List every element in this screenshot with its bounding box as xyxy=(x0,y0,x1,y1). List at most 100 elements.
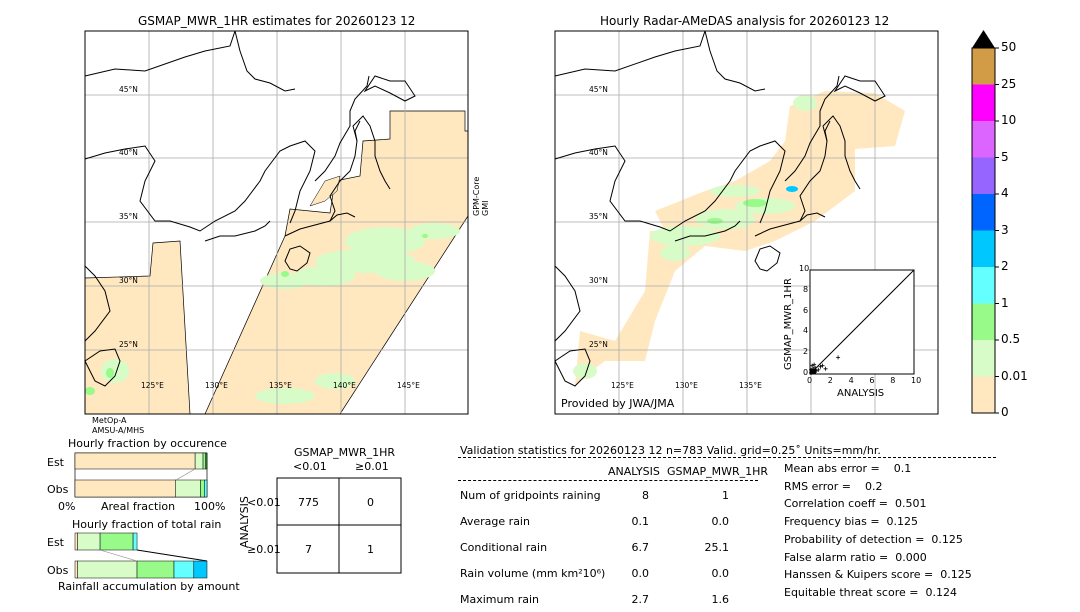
score: Correlation coeff = 0.501 xyxy=(784,497,927,511)
colorbar-label: 0.5 xyxy=(1001,332,1021,346)
coastline xyxy=(554,30,706,77)
rain-area xyxy=(786,186,798,192)
score: RMS error = 0.2 xyxy=(784,479,883,493)
coastline xyxy=(363,75,416,102)
bar-segment xyxy=(132,532,138,551)
stat-analysis: 2.7 xyxy=(631,593,650,606)
bar-segment xyxy=(74,479,176,498)
scatter-ytick: 0 xyxy=(803,368,809,377)
colorbar-segment xyxy=(972,376,995,413)
coastline xyxy=(674,220,741,242)
scatter-ytick: 4 xyxy=(803,326,809,336)
score: Equitable threat score = 0.124 xyxy=(784,585,957,599)
scatter-xlabel: ANALYSIS xyxy=(837,388,885,399)
stat-analysis: 0.0 xyxy=(631,567,650,580)
xlabel-accum: Rainfall accumulation by amount xyxy=(58,580,240,593)
colorbar-segment xyxy=(972,121,995,158)
coastline xyxy=(84,30,236,77)
scatter-xtick: 6 xyxy=(869,376,875,385)
stat-label: Maximum rain xyxy=(460,593,539,606)
colorbar-label: 50 xyxy=(1001,40,1017,54)
coastline xyxy=(554,140,786,232)
scatter-xtick: 10 xyxy=(911,376,922,385)
lon-label: 130°E xyxy=(205,381,228,390)
scatter-point xyxy=(836,355,841,360)
rain-area xyxy=(793,95,817,111)
lon-label: 135°E xyxy=(269,381,292,390)
stats-col-analysis: ANALYSIS xyxy=(608,465,660,478)
lon-label: 125°E xyxy=(611,381,634,390)
bar-segment xyxy=(175,479,201,498)
score: Frequency bias = 0.125 xyxy=(784,515,919,529)
stat-gsmap: 25.1 xyxy=(704,541,730,554)
lon-label: 130°E xyxy=(675,381,698,390)
scatter-point xyxy=(818,364,823,369)
stat-gsmap: 1 xyxy=(722,489,729,502)
divider xyxy=(458,480,758,481)
score: Probability of detection = 0.125 xyxy=(784,532,963,546)
lon-label: 140°E xyxy=(333,381,356,390)
connector xyxy=(136,549,208,562)
lat-label: 35°N xyxy=(589,212,608,221)
coastline xyxy=(833,75,886,102)
lat-label: 40°N xyxy=(119,148,138,157)
score: Hanssen & Kuipers score = 0.125 xyxy=(784,568,972,582)
stat-gsmap: 1.6 xyxy=(711,593,730,606)
bar-segment xyxy=(74,560,78,579)
stat-label: Rain volume (mm km²10⁶) xyxy=(460,567,606,580)
scatter-ytick: 8 xyxy=(803,284,809,294)
scatter-xtick: 4 xyxy=(848,376,854,385)
col-header: ≥0.01 xyxy=(355,460,389,473)
stat-label: Num of gridpoints raining xyxy=(460,489,601,502)
coastline xyxy=(284,245,311,272)
lon-label: 125°E xyxy=(141,381,164,390)
coastline xyxy=(784,75,840,182)
left-map-title: GSMAP_MWR_1HR estimates for 20260123 12 xyxy=(138,14,416,28)
connector xyxy=(175,468,196,481)
lat-label: 35°N xyxy=(119,212,138,221)
rain-area xyxy=(106,368,114,378)
rain-area xyxy=(422,234,428,238)
left-map-frame xyxy=(84,30,469,415)
colorbar-extend-arrow xyxy=(972,30,995,48)
scatter-xtick: 8 xyxy=(890,376,896,385)
lat-label: 25°N xyxy=(119,340,138,349)
coastline xyxy=(754,245,781,272)
cell: 0 xyxy=(367,496,374,509)
colorbar-label: 1 xyxy=(1001,295,1009,310)
colorbar-label: 0 xyxy=(1001,405,1009,419)
xlabel-areal: Areal fraction xyxy=(101,500,176,513)
cell: 7 xyxy=(305,543,312,556)
score: Mean abs error = 0.1 xyxy=(784,462,912,475)
colorbar-label: 25 xyxy=(1001,76,1017,91)
cell: 775 xyxy=(298,496,319,509)
lat-label: 25°N xyxy=(589,340,608,349)
rain-area xyxy=(255,388,315,404)
rain-area xyxy=(707,218,723,224)
bar-segment xyxy=(205,452,208,470)
coastline xyxy=(84,265,111,342)
contingency-title: GSMAP_MWR_1HR xyxy=(294,446,396,459)
rain-area xyxy=(101,359,129,383)
scatter-point xyxy=(810,363,815,368)
bar-segment xyxy=(200,479,205,498)
colorbar-segment xyxy=(972,84,995,121)
bar-segment xyxy=(77,532,101,551)
score: False alarm ratio = 0.000 xyxy=(784,550,927,564)
bar-segment xyxy=(99,532,134,551)
colorbar-segment xyxy=(972,303,995,340)
coastline xyxy=(204,220,271,242)
coastline xyxy=(329,115,391,222)
colorbar-label: 10 xyxy=(1001,113,1017,127)
right-map-title: Hourly Radar-AMeDAS analysis for 2026012… xyxy=(600,14,890,28)
colorbar-segment xyxy=(972,194,995,231)
colorbar-label: 0.01 xyxy=(1001,368,1028,383)
stat-analysis: 6.7 xyxy=(631,541,650,554)
row-header: <0.01 xyxy=(247,496,281,509)
lon-label: 145°E xyxy=(397,381,420,390)
rain-area xyxy=(281,271,289,277)
stat-label: Conditional rain xyxy=(460,541,548,554)
stat-gsmap: 0.0 xyxy=(711,515,730,528)
bar-segment xyxy=(204,479,208,498)
rain-area xyxy=(315,373,355,389)
